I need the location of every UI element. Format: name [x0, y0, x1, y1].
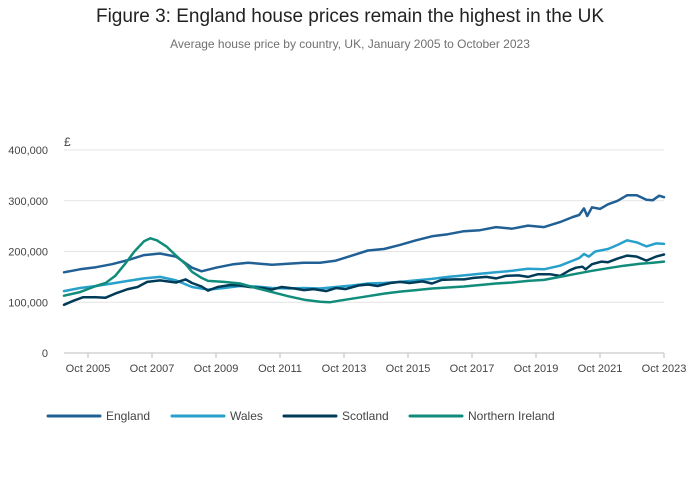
legend-label-wales: Wales: [230, 409, 263, 423]
y-tick-label: 200,000: [8, 247, 48, 259]
x-tick-label: Oct 2017: [450, 363, 495, 375]
legend-label-scotland: Scotland: [342, 409, 389, 423]
x-tick-label: Oct 2015: [386, 363, 431, 375]
legend-label-england: England: [106, 409, 150, 423]
x-tick-label: Oct 2023: [642, 363, 687, 375]
x-tick-label: Oct 2007: [130, 363, 175, 375]
y-tick-label: 0: [42, 348, 48, 360]
y-axis-label: £: [64, 135, 71, 149]
chart-subtitle: Average house price by country, UK, Janu…: [170, 37, 530, 51]
x-tick-label: Oct 2009: [194, 363, 239, 375]
series-line-wales: [62, 239, 666, 293]
legend-label-northern-ireland: Northern Ireland: [468, 409, 555, 423]
chart-title: Figure 3: England house prices remain th…: [95, 6, 605, 27]
x-tick-label: Oct 2005: [66, 363, 111, 375]
y-tick-label: 400,000: [8, 145, 48, 157]
series-line-northern-ireland: [62, 237, 666, 304]
y-tick-label: 100,000: [8, 297, 48, 309]
x-tick-label: Oct 2021: [578, 363, 623, 375]
series-line-scotland: [62, 253, 666, 307]
x-tick-label: Oct 2013: [322, 363, 367, 375]
x-tick-label: Oct 2019: [514, 363, 559, 375]
y-tick-label: 300,000: [8, 196, 48, 208]
x-tick-label: Oct 2011: [258, 363, 302, 375]
